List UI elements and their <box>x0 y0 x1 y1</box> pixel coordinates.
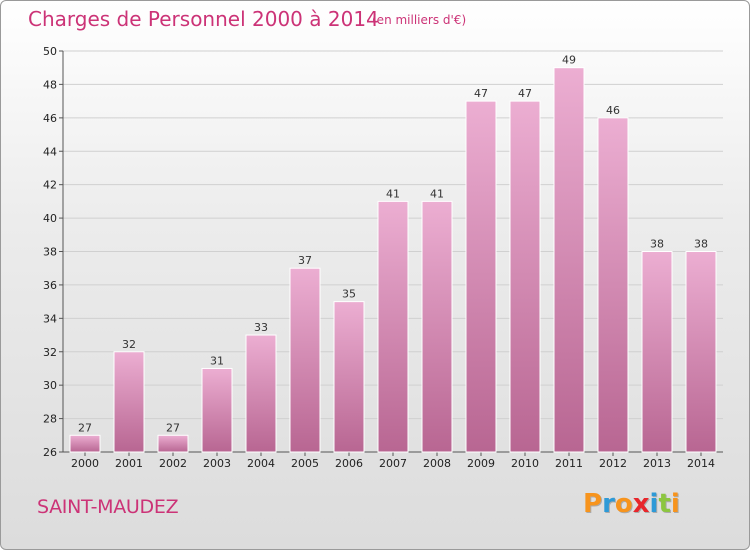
y-tick-label: 46 <box>43 112 57 125</box>
bar <box>377 200 409 453</box>
bar <box>113 351 145 453</box>
x-tick-label: 2002 <box>159 457 187 470</box>
commune-name: SAINT-MAUDEZ <box>37 496 179 518</box>
chart-subtitle: (en milliers d'€) <box>372 13 467 27</box>
bar <box>157 434 189 453</box>
bar <box>201 367 233 453</box>
bar <box>245 334 277 453</box>
y-tick-label: 28 <box>43 413 57 426</box>
x-tick-label: 2009 <box>467 457 495 470</box>
x-tick-label: 2013 <box>643 457 671 470</box>
y-tick-label: 38 <box>43 246 57 259</box>
bars <box>69 67 717 453</box>
bar-value-label: 27 <box>78 421 92 434</box>
y-tick-label: 36 <box>43 279 57 292</box>
bar-value-label: 33 <box>254 321 268 334</box>
labels: 26 28 30 32 34 36 38 40 42 44 46 48 50 27 2000 32 2001 27… <box>43 45 715 470</box>
logo-letter: x <box>632 489 650 519</box>
bar-value-label: 47 <box>474 87 488 100</box>
bar-value-label: 49 <box>562 54 576 67</box>
bar-value-label: 46 <box>606 104 620 117</box>
bar <box>685 251 717 453</box>
y-tick-label: 42 <box>43 179 57 192</box>
logo-letter: r <box>602 489 615 519</box>
bar-value-label: 38 <box>694 238 708 251</box>
y-tick-label: 50 <box>43 45 57 58</box>
x-tick-label: 2003 <box>203 457 231 470</box>
y-tick-label: 32 <box>43 346 57 359</box>
bar-value-label: 38 <box>650 238 664 251</box>
chart-title: Charges de Personnel 2000 à 2014 <box>28 7 379 31</box>
logo-letter: t <box>658 489 671 519</box>
x-tick-label: 2012 <box>599 457 627 470</box>
x-tick-label: 2004 <box>247 457 275 470</box>
y-tick-label: 30 <box>43 379 57 392</box>
x-tick-label: 2006 <box>335 457 363 470</box>
bar-value-label: 35 <box>342 288 356 301</box>
bar <box>553 67 585 453</box>
logo-letter: P <box>583 489 603 519</box>
bar <box>289 267 321 453</box>
x-tick-label: 2007 <box>379 457 407 470</box>
bar-value-label: 32 <box>122 338 136 351</box>
x-tick-label: 2005 <box>291 457 319 470</box>
bar-value-label: 41 <box>430 187 444 200</box>
bar <box>509 100 541 453</box>
bar-value-label: 27 <box>166 421 180 434</box>
logo-letter: i <box>649 489 659 519</box>
logo-letter: o <box>614 489 633 519</box>
y-tick-label: 48 <box>43 78 57 91</box>
bar <box>421 200 453 453</box>
bar <box>333 301 365 453</box>
bar-value-label: 37 <box>298 254 312 267</box>
bar-value-label: 47 <box>518 87 532 100</box>
bar <box>641 251 673 453</box>
y-tick-label: 26 <box>43 446 57 459</box>
y-tick-label: 34 <box>43 312 57 325</box>
logo-letter: i <box>670 489 680 519</box>
x-tick-label: 2014 <box>687 457 715 470</box>
bar-value-label: 41 <box>386 187 400 200</box>
x-tick-label: 2001 <box>115 457 143 470</box>
x-tick-label: 2000 <box>71 457 99 470</box>
bar <box>465 100 497 453</box>
y-tick-label: 40 <box>43 212 57 225</box>
x-tick-label: 2008 <box>423 457 451 470</box>
bar <box>69 434 101 453</box>
y-tick-label: 44 <box>43 145 57 158</box>
x-tick-label: 2011 <box>555 457 583 470</box>
bar-value-label: 31 <box>210 354 224 367</box>
proxiti-logo[interactable]: Proxiti <box>583 489 680 519</box>
bar <box>597 117 629 453</box>
x-tick-label: 2010 <box>511 457 539 470</box>
